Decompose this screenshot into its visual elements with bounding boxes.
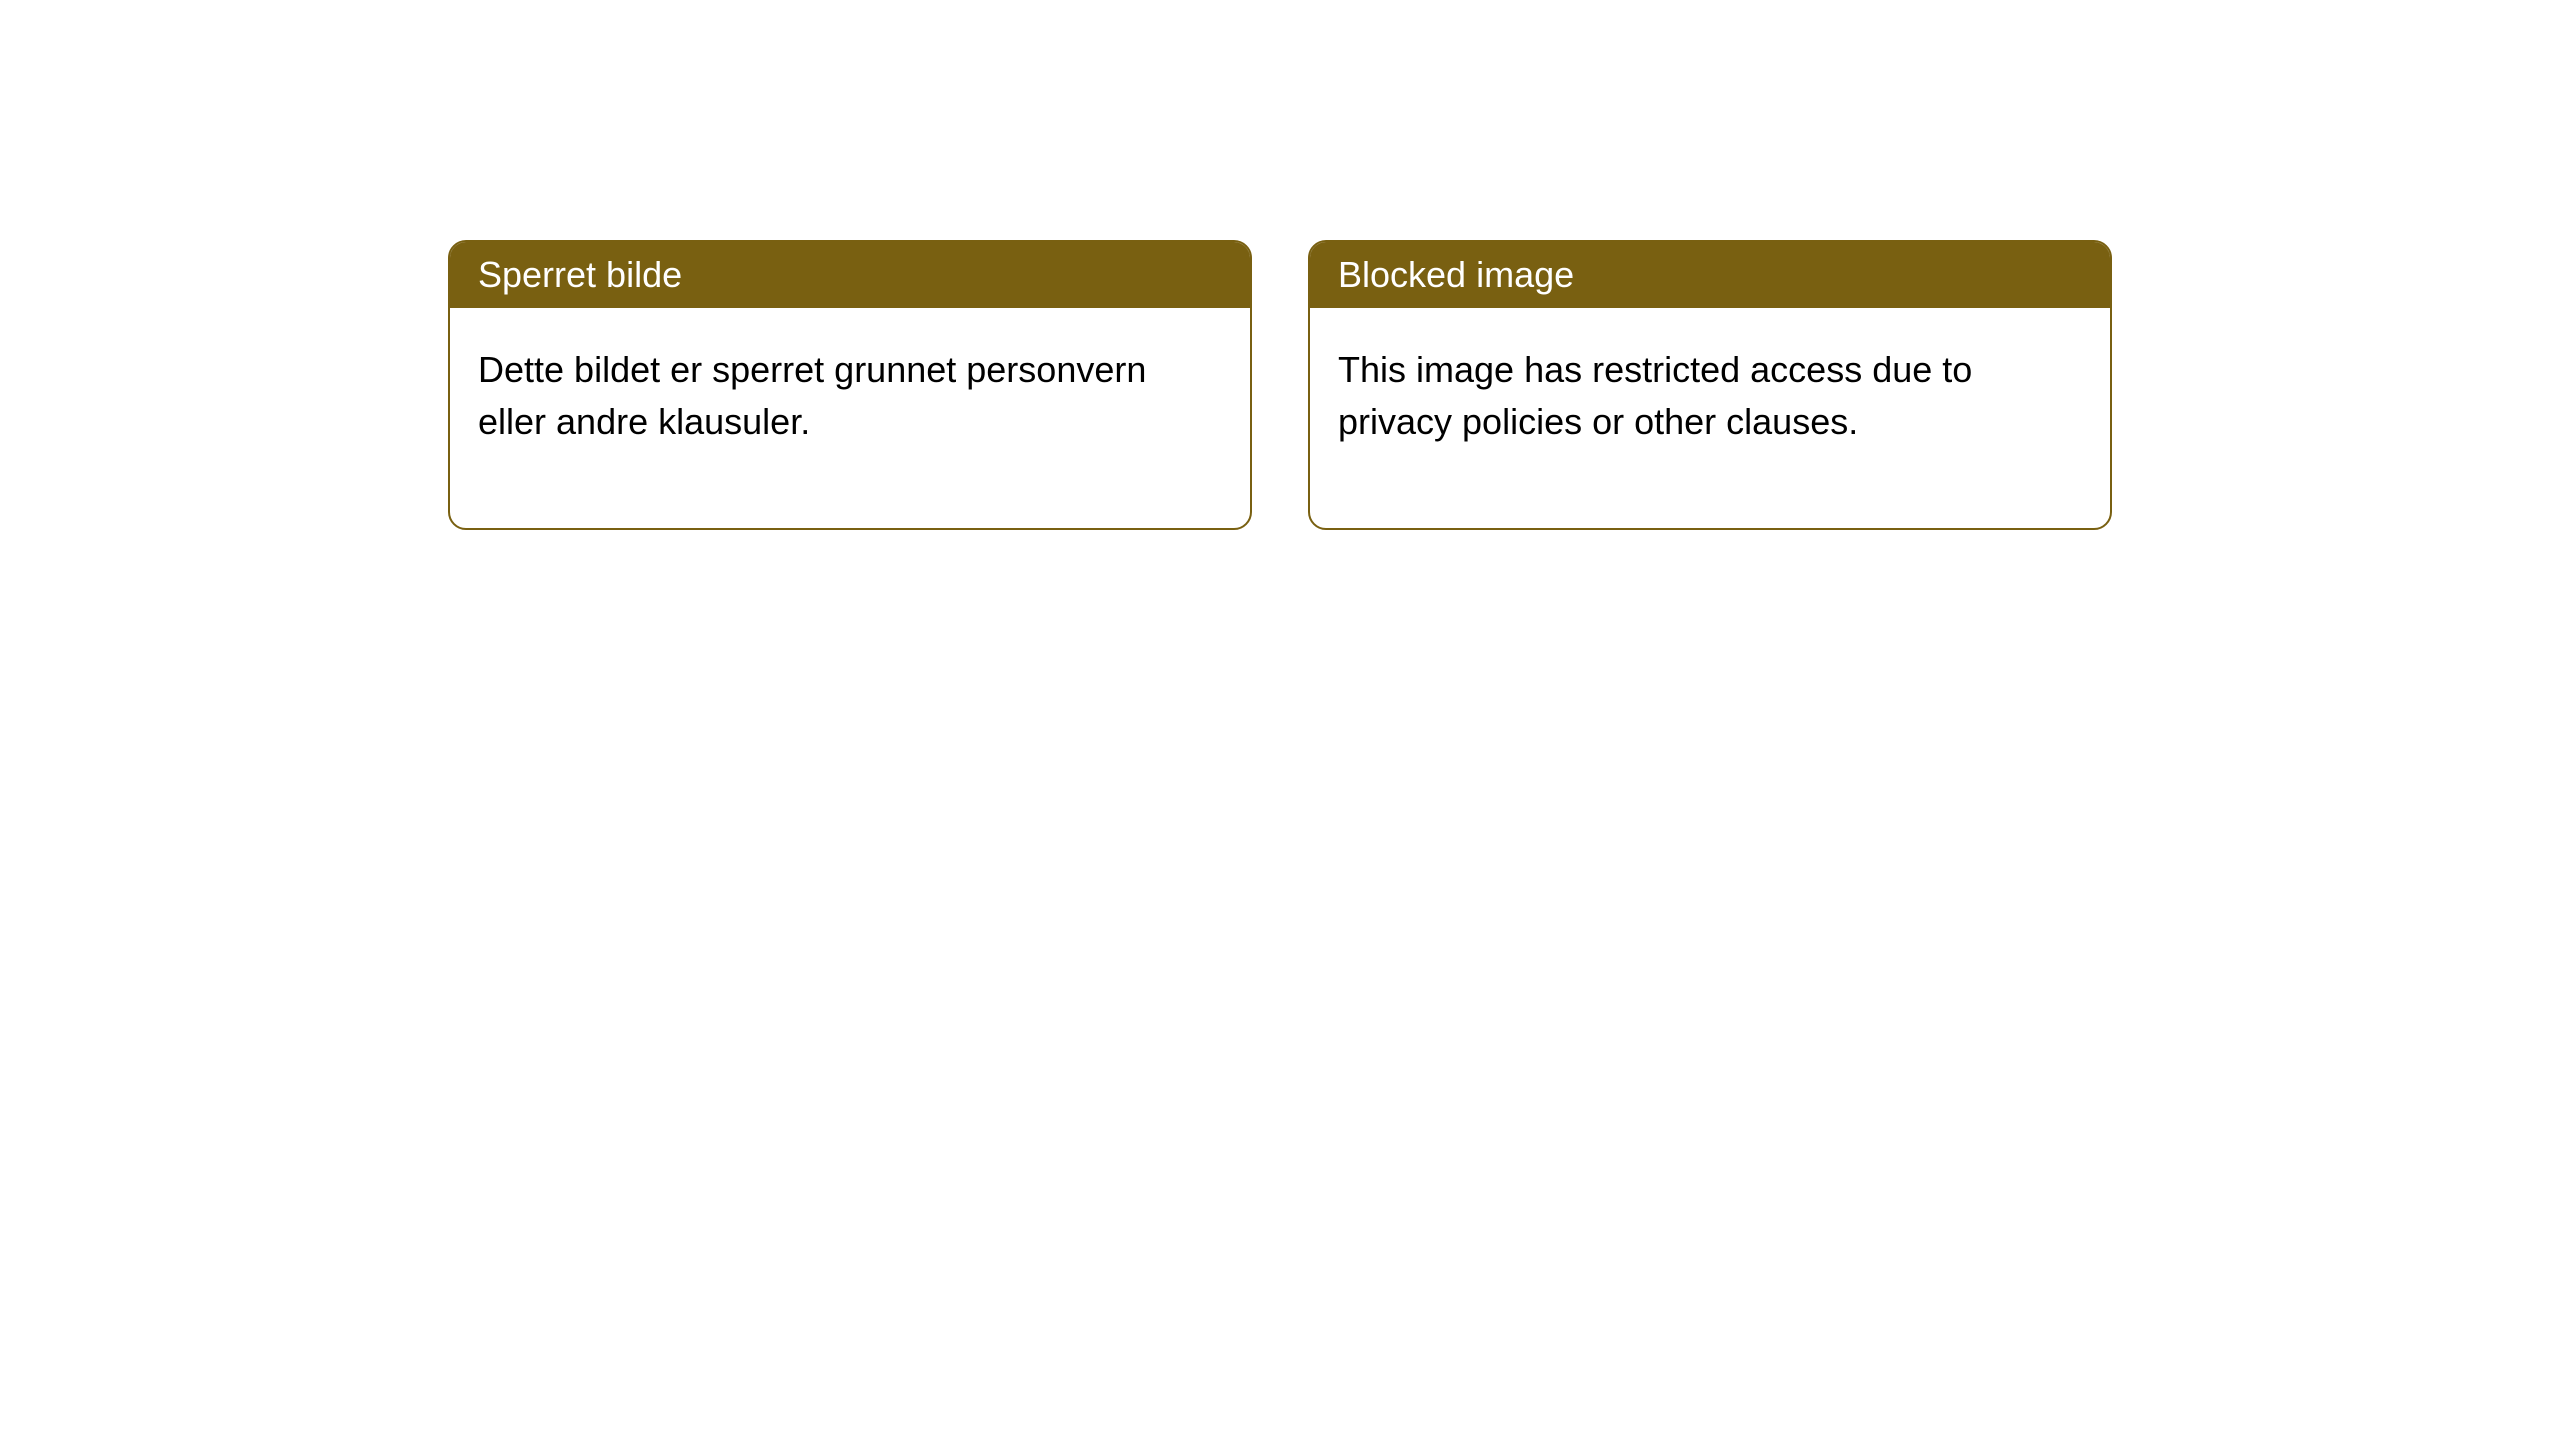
card-body: This image has restricted access due to …	[1310, 308, 2110, 528]
notice-card-norwegian: Sperret bilde Dette bildet er sperret gr…	[448, 240, 1252, 530]
notice-container: Sperret bilde Dette bildet er sperret gr…	[0, 0, 2560, 530]
card-title: Sperret bilde	[478, 254, 682, 295]
card-title: Blocked image	[1338, 254, 1574, 295]
notice-card-english: Blocked image This image has restricted …	[1308, 240, 2112, 530]
card-body: Dette bildet er sperret grunnet personve…	[450, 308, 1250, 528]
card-header: Sperret bilde	[450, 242, 1250, 308]
card-body-text: This image has restricted access due to …	[1338, 349, 1972, 442]
card-body-text: Dette bildet er sperret grunnet personve…	[478, 349, 1146, 442]
card-header: Blocked image	[1310, 242, 2110, 308]
